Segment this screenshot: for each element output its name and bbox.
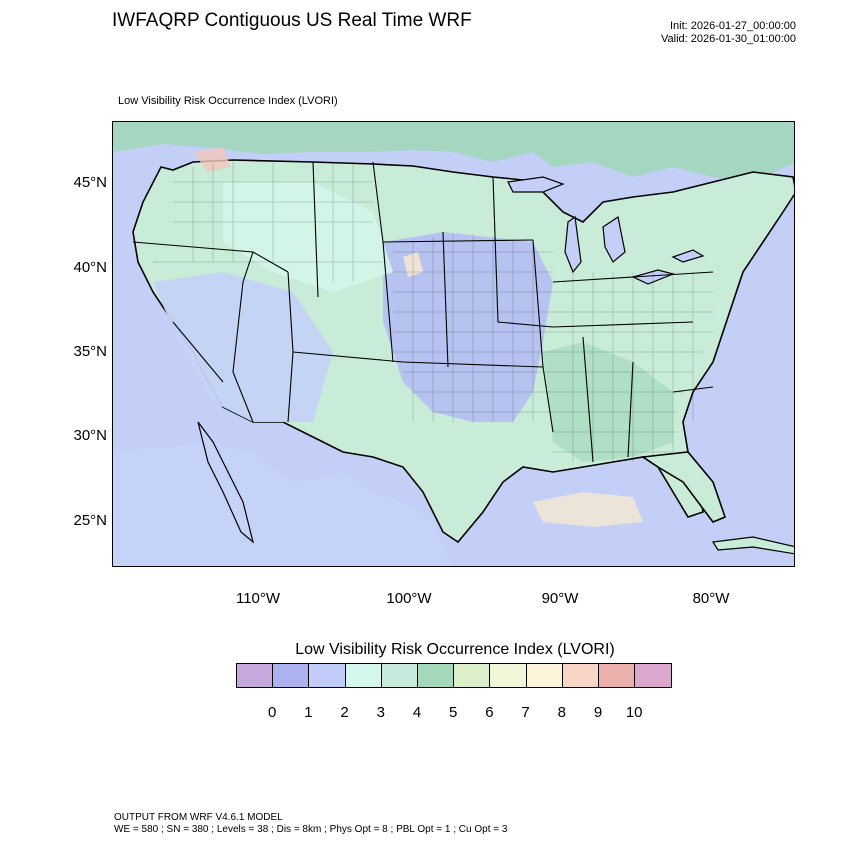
map-subtitle: Low Visibility Risk Occurrence Index (LV…: [118, 95, 338, 107]
lat-label-35n: 35°N: [73, 343, 107, 360]
map-canvas: [113, 122, 794, 566]
legend-swatch: [526, 664, 563, 687]
west-low-zone: [153, 272, 333, 422]
init-time: Init: 2026-01-27_00:00:00: [670, 20, 796, 32]
state-boundaries: [132, 161, 714, 463]
legend-tick-label: 9: [593, 704, 603, 721]
canada-land: [113, 122, 794, 182]
plains-low-zone: [383, 232, 553, 422]
legend-tick-label: 8: [557, 704, 566, 721]
lon-label-100w: 100°W: [386, 590, 432, 607]
legend-tick-label: 3: [376, 704, 385, 721]
legend-swatch: [417, 664, 455, 687]
legend-colorbar: [236, 663, 673, 688]
legend-tick-label: 2: [340, 704, 349, 721]
lon-label-80w: 80°W: [692, 590, 730, 607]
legend-tick-label: 1: [304, 704, 313, 721]
chart-title: IWFAQRP Contiguous US Real Time WRF: [112, 10, 472, 31]
legend-swatch: [635, 664, 672, 687]
warm-patch-1: [193, 147, 231, 172]
rockies-light-zone: [223, 182, 393, 292]
map-panel: [112, 121, 795, 567]
legend-swatch: [562, 664, 599, 687]
legend-swatch: [309, 664, 346, 687]
model-info: OUTPUT FROM WRF V4.6.1 MODEL: [114, 812, 283, 823]
legend-swatch: [454, 664, 491, 687]
county-grid: [153, 162, 713, 462]
model-config: WE = 580 ; SN = 380 ; Levels = 38 ; Dis …: [114, 824, 508, 835]
legend-tick-label: 0: [268, 704, 277, 721]
legend-tick-label: 4: [412, 704, 422, 721]
warm-patch-2: [403, 252, 423, 277]
legend-tick-label: 5: [449, 704, 458, 721]
florida: [640, 451, 726, 523]
caribbean-islands: [711, 536, 794, 555]
legend-swatch: [381, 664, 418, 687]
legend-swatch: [237, 664, 274, 687]
lon-label-90w: 90°W: [541, 590, 579, 607]
ocean-warm-patch: [533, 492, 643, 527]
legend-title: Low Visibility Risk Occurrence Index (LV…: [295, 641, 615, 658]
east-green-zone: [543, 342, 673, 462]
mexico-land: [113, 442, 453, 566]
baja-land: [197, 421, 255, 544]
legend-swatch: [490, 664, 527, 687]
lon-label-110w: 110°W: [235, 590, 281, 607]
lat-label-30n: 30°N: [73, 427, 107, 444]
great-lakes: [507, 176, 705, 285]
legend-swatch: [598, 664, 636, 687]
lat-label-40n: 40°N: [73, 259, 107, 276]
legend-swatch: [345, 664, 382, 687]
legend-tick-label: 6: [485, 704, 494, 721]
lat-label-25n: 25°N: [73, 512, 107, 529]
legend-tick-label: 7: [521, 704, 530, 721]
legend-tick-label: 10: [625, 704, 643, 721]
lat-label-45n: 45°N: [73, 174, 107, 191]
valid-time: Valid: 2026-01-30_01:00:00: [661, 33, 796, 45]
legend-swatch: [273, 664, 310, 687]
